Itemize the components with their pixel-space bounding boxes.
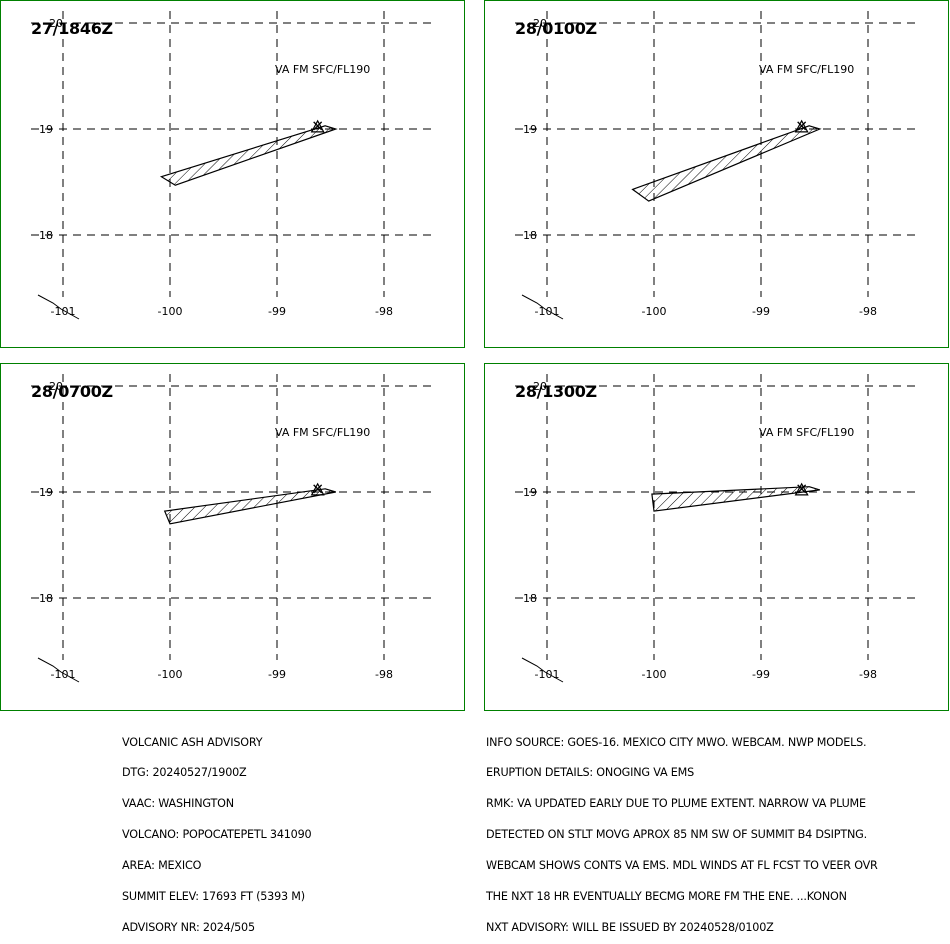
advisory-line: THE NXT 18 HR EVENTUALLY BECMG MORE FM T…	[486, 890, 847, 904]
map-canvas: -101 -100 -99 -98 20 19 18	[31, 11, 431, 320]
ash-plume-polygon	[631, 125, 822, 202]
volcano-icon	[310, 482, 325, 496]
advisory-line: NXT ADVISORY: WILL BE ISSUED BY 20240528…	[486, 920, 774, 934]
advisory-line: VOLCANO: POPOCATEPETL 341090	[122, 828, 312, 842]
flight-level-label: VA FM SFC/FL190	[759, 63, 855, 76]
eruption-marker-icon	[313, 121, 323, 131]
latitude-label: 19	[523, 123, 537, 136]
longitude-label: -98	[375, 305, 393, 318]
panel-time: 28/0100Z	[515, 19, 597, 38]
coastline	[37, 294, 80, 320]
forecast-panel-1: -101 -100 -99 -98 20 19 18 27/1846Z VA FM SFC/…	[0, 0, 465, 348]
advisory-line: VAAC: WASHINGTON	[122, 797, 234, 811]
latitude-label: 20	[49, 17, 63, 30]
longitude-label: -101	[535, 305, 560, 318]
advisory-line: ERUPTION DETAILS: ONOGING VA EMS	[486, 766, 695, 780]
longitude-label: -101	[51, 305, 76, 318]
eruption-marker-icon	[797, 484, 807, 494]
latitude-label: 19	[39, 123, 53, 136]
ash-plume-polygon	[651, 486, 820, 512]
longitude-label: -98	[859, 305, 877, 318]
flight-level-label: VA FM SFC/FL190	[275, 426, 371, 439]
advisory-line: DETECTED ON STLT MOVG APROX 85 NM SW OF …	[486, 828, 867, 842]
advisory-line: DTG: 20240527/1900Z	[122, 766, 247, 780]
map-canvas: -101 -100 -99 -98 20 19 18	[515, 374, 915, 683]
advisory-line: AREA: MEXICO	[122, 859, 202, 873]
latitude-label: 18	[523, 229, 537, 242]
eruption-marker-icon	[313, 484, 323, 494]
advisory-header: VOLCANIC ASH ADVISORY DTG: 20240527/1900…	[122, 717, 312, 944]
advisory-line: WEBCAM SHOWS CONTS VA EMS. MDL WINDS AT …	[486, 859, 878, 873]
advisory-line: INFO SOURCE: GOES-16. MEXICO CITY MWO. W…	[486, 735, 867, 749]
advisory-line: SUMMIT ELEV: 17693 FT (5393 M)	[122, 890, 305, 904]
map-canvas: -101 -100 -99 -98 20 19 18	[31, 374, 431, 683]
ash-plume-polygon	[163, 488, 336, 525]
latitude-label: 19	[523, 486, 537, 499]
latitude-label: 20	[533, 380, 547, 393]
forecast-panel-3: -101 -100 -99 -98 20 19 18 28/0700Z VA FM SFC/…	[0, 363, 465, 711]
forecast-panel-2: -101 -100 -99 -98 20 19 18 28/0100Z VA FM SFC/…	[484, 0, 949, 348]
latitude-label: 18	[523, 592, 537, 605]
latitude-label: 19	[39, 486, 53, 499]
coastline	[37, 657, 80, 683]
longitude-label: -98	[375, 668, 393, 681]
longitude-label: -99	[752, 668, 770, 681]
latitude-label: 20	[533, 17, 547, 30]
longitude-label: -100	[642, 305, 667, 318]
eruption-marker-icon	[797, 121, 807, 131]
coastline	[521, 294, 564, 320]
flight-level-label: VA FM SFC/FL190	[275, 63, 371, 76]
longitude-label: -100	[158, 305, 183, 318]
volcano-icon	[794, 482, 809, 496]
flight-level-label: VA FM SFC/FL190	[759, 426, 855, 439]
longitude-label: -101	[51, 668, 76, 681]
longitude-label: -98	[859, 668, 877, 681]
longitude-label: -99	[268, 668, 286, 681]
latitude-label: 18	[39, 592, 53, 605]
panel-time: 27/1846Z	[31, 19, 113, 38]
longitude-label: -100	[158, 668, 183, 681]
map-canvas: -101 -100 -99 -98 20 19 18	[515, 11, 915, 320]
longitude-label: -99	[752, 305, 770, 318]
panel-time: 28/1300Z	[515, 382, 597, 401]
advisory-remarks: INFO SOURCE: GOES-16. MEXICO CITY MWO. W…	[486, 717, 878, 944]
volcano-icon	[794, 119, 809, 133]
longitude-label: -100	[642, 668, 667, 681]
ash-plume-polygon	[159, 125, 338, 186]
latitude-label: 20	[49, 380, 63, 393]
volcano-icon	[310, 119, 325, 133]
panel-time: 28/0700Z	[31, 382, 113, 401]
advisory-line: RMK: VA UPDATED EARLY DUE TO PLUME EXTEN…	[486, 797, 866, 811]
advisory-line: VOLCANIC ASH ADVISORY	[122, 735, 263, 749]
forecast-panel-4: -101 -100 -99 -98 20 19 18 28/1300Z VA FM SFC/…	[484, 363, 949, 711]
advisory-line: ADVISORY NR: 2024/505	[122, 920, 255, 934]
latitude-label: 18	[39, 229, 53, 242]
longitude-label: -101	[535, 668, 560, 681]
longitude-label: -99	[268, 305, 286, 318]
coastline	[521, 657, 564, 683]
